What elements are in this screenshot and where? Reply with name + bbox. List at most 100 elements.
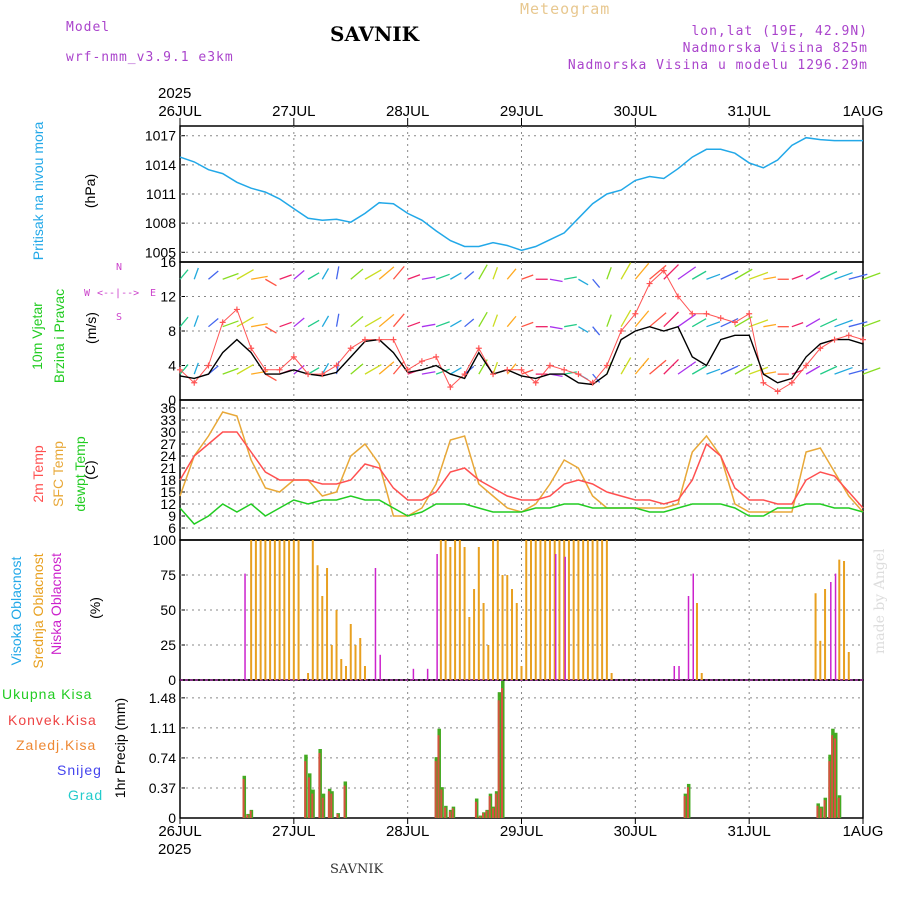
wind-arrow xyxy=(193,267,199,280)
precip-total-title: Ukupna Kisa xyxy=(2,686,93,702)
y-tick-label: 8 xyxy=(168,323,176,339)
wind-arrow xyxy=(791,274,804,280)
wind-arrow xyxy=(307,367,320,375)
precip-conv-bar xyxy=(451,808,454,818)
wind-speed-line xyxy=(179,325,864,386)
wind-arrow xyxy=(265,278,277,287)
wind-arrow xyxy=(265,373,277,382)
wind-arrow xyxy=(222,367,239,375)
gust-marker xyxy=(618,328,625,334)
y-tick-label: 6 xyxy=(168,520,176,536)
wind-arrow xyxy=(335,313,340,327)
year-bottom: 2025 xyxy=(158,841,191,858)
wind-arrow xyxy=(350,268,364,280)
wind-arrow xyxy=(492,266,499,280)
wind-arrow xyxy=(620,357,632,375)
gust-marker xyxy=(390,336,397,343)
precip-conv-bar xyxy=(327,791,330,818)
precip-conv-bar xyxy=(831,735,834,818)
wind-arrow xyxy=(222,272,239,280)
wind-arrow xyxy=(734,363,753,375)
wind-arrow xyxy=(265,326,277,334)
y-tick-label: 0.74 xyxy=(149,750,176,766)
wind-arrow xyxy=(450,367,462,375)
gust-marker xyxy=(575,371,582,378)
wind-arrow xyxy=(193,315,199,327)
wind-arrow xyxy=(378,266,395,280)
gust-marker xyxy=(746,310,753,317)
wind-arrow xyxy=(208,270,219,280)
y-tick-label: 0.37 xyxy=(149,780,176,796)
wind-arrow xyxy=(179,269,189,280)
gust-marker xyxy=(546,362,553,369)
temp2m-line xyxy=(179,431,864,509)
gust-marker xyxy=(703,310,710,317)
wind-arrow xyxy=(634,262,650,280)
y-tick-label: 75 xyxy=(160,567,176,583)
y-tick-label: 0 xyxy=(168,672,176,688)
wind-arrow xyxy=(820,318,838,328)
wind-arrow xyxy=(578,278,589,286)
wind-arrow xyxy=(236,316,254,328)
x-tick-top: 31JUL xyxy=(727,103,770,120)
precip-conv-bar xyxy=(249,810,252,818)
wind-arrow xyxy=(251,323,268,328)
precip-conv-bar xyxy=(444,807,447,818)
wind-arrow xyxy=(506,315,517,328)
wind-arrow xyxy=(378,313,395,328)
y-tick-label: 1014 xyxy=(145,157,176,173)
wind-arrow xyxy=(293,270,305,280)
wind-arrow xyxy=(592,326,601,336)
wind-arrow xyxy=(492,314,499,327)
wind-arrow xyxy=(606,314,612,327)
product-title: Meteogram xyxy=(520,0,611,18)
wind-arrow xyxy=(435,273,450,280)
wind-arrow xyxy=(862,367,881,375)
gust-marker xyxy=(347,345,354,352)
wind-arrow xyxy=(279,321,292,328)
gust-marker xyxy=(860,336,866,343)
gust-marker xyxy=(689,310,696,317)
wind-arrow xyxy=(350,315,364,328)
wind-arrow xyxy=(521,274,534,280)
wind-arrow xyxy=(492,361,499,375)
panel-frame-4 xyxy=(179,679,864,819)
y-tick-label: 21 xyxy=(160,460,176,476)
wind-arrow xyxy=(848,321,868,328)
footer-station: SAVNIK xyxy=(330,862,384,877)
wind-arrow xyxy=(421,371,436,375)
precip-conv-bar xyxy=(823,800,826,818)
gust-marker xyxy=(248,345,255,352)
wind-arrow xyxy=(364,364,382,375)
precip-conv-bar xyxy=(343,785,346,818)
wind-arrow xyxy=(378,361,395,375)
compass-arrow: <--|--> xyxy=(97,288,140,299)
wind-arrow xyxy=(720,270,739,280)
wind-arrow xyxy=(478,264,488,280)
wind-arrow xyxy=(763,276,777,280)
wind-arrow xyxy=(691,365,707,375)
wind-arrow xyxy=(677,361,697,375)
wind-arrow xyxy=(521,369,534,375)
gust-marker xyxy=(660,267,667,274)
y-tick-label: 12 xyxy=(160,496,176,512)
precip-conv-bar xyxy=(485,810,488,818)
precip-conv-bar xyxy=(492,808,495,818)
gust-marker xyxy=(191,379,198,386)
elevation-label: Nadmorska Visina 825m xyxy=(682,41,868,56)
gust-marker xyxy=(675,293,682,300)
wind-arrow xyxy=(748,319,769,328)
precip-hail-title: Grad xyxy=(68,787,104,803)
gust-marker xyxy=(817,345,824,352)
wind-arrow xyxy=(279,274,292,280)
wind-arrow xyxy=(564,371,577,375)
x-tick-bottom: 1AUG xyxy=(843,823,884,840)
wind-arrow xyxy=(307,319,320,328)
gust-marker xyxy=(774,388,781,395)
wind-arrow xyxy=(179,364,189,375)
precip-conv-bar xyxy=(242,779,245,818)
compass-s: S xyxy=(116,312,123,323)
precip-conv-bar xyxy=(336,813,339,818)
wind-arrow xyxy=(549,278,563,283)
wind-arrow xyxy=(321,315,330,328)
